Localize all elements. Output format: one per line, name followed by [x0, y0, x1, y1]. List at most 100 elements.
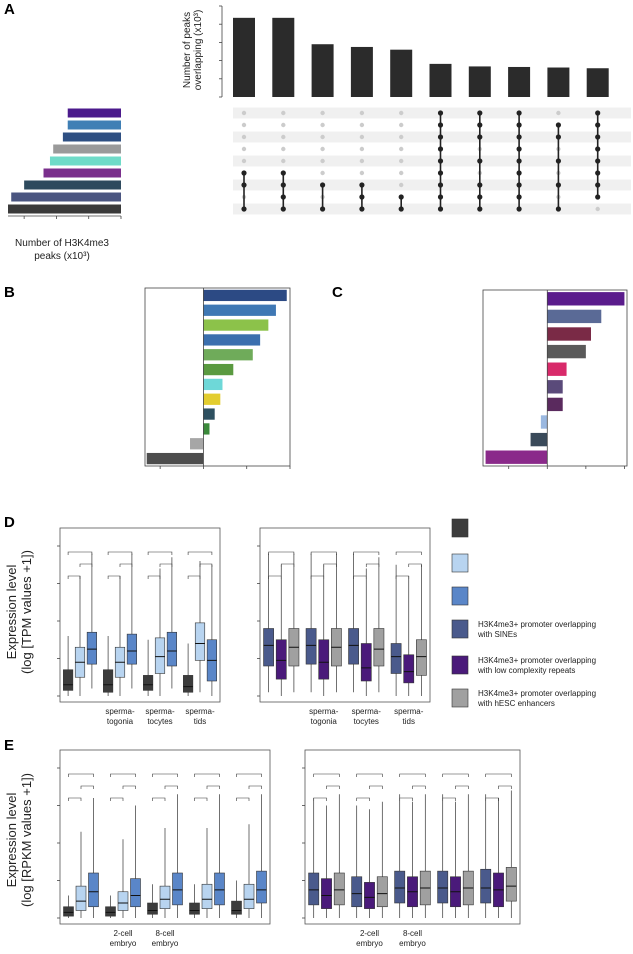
panelB-bar-cpg-shores — [203, 304, 276, 316]
panelD-box-ssc-0 — [63, 669, 74, 691]
panelE-box-2-cell-embryo-2 — [130, 878, 141, 908]
panelC-bar-trnas — [547, 362, 567, 376]
panelB-bar-exons — [203, 378, 223, 391]
panelE-y-axis-label: Expression level(log [RPKM values +1]) — [4, 773, 34, 907]
panelD-sig-bracket — [159, 563, 173, 567]
panelD-box-sperma-tids-2 — [416, 639, 427, 676]
panelD-box-ssc-0 — [263, 628, 274, 667]
panelD-group-label-line: sperma- — [309, 707, 339, 716]
a-matrix-dot-empty — [399, 122, 404, 128]
panelC-bar-satellite-repeats — [547, 327, 591, 341]
a-matrix-dot-empty — [241, 158, 247, 164]
a-matrix-row-band — [233, 107, 631, 119]
panelE-box-8-cell-embryo-0 — [147, 902, 158, 915]
a-matrix-dot-empty — [399, 158, 404, 164]
a-intersection-bar-5 — [390, 49, 413, 97]
a-matrix-dot-empty — [399, 170, 404, 176]
a-matrix-row-band — [233, 155, 631, 167]
panelE-box-2-cell-embryo-0 — [105, 906, 116, 917]
panelD-sig-bracket — [408, 563, 422, 567]
panelD-group-label: sperma-tocytes — [352, 707, 382, 726]
panelC-bar-dna-repeat-elements — [540, 415, 548, 429]
watermark: 知乎 @易基因科技 — [430, 925, 546, 942]
panelD-sig-bracket — [67, 551, 93, 555]
d-legend-swatch-1 — [451, 553, 469, 573]
panelB-frame — [144, 287, 291, 467]
panelE-group-label: 2-cell embryo — [110, 929, 137, 948]
panelE-box-zygote-1 — [75, 885, 87, 911]
panel-label-d: D — [4, 514, 15, 531]
panelE-box-hesc-0 — [480, 868, 492, 904]
panelB-bar-promoters — [203, 334, 261, 346]
panelD-sig-bracket — [353, 551, 380, 555]
panelE-box-2-cell-embryo-0 — [351, 876, 363, 908]
a-matrix-dot-empty — [241, 122, 247, 128]
a-matrix-dot-empty — [359, 122, 365, 128]
panelD-sig-bracket — [310, 551, 337, 555]
a-left-x-axis-label-line: Number of H3K4me3 — [15, 238, 109, 249]
panelD-sig-bracket — [280, 563, 295, 567]
panel-b-annotation-zscore — [144, 287, 291, 469]
d-legend-label-4: H3K4me3+ promoter overlapping with low co… — [477, 656, 596, 675]
d-legend-label-line: H3K4me3+ promoter overlapping — [478, 620, 596, 629]
panelD-box-sperma-tids-0 — [183, 675, 194, 693]
panelD-sig-bracket — [268, 551, 295, 555]
panelE-group-label-line: embryo — [399, 939, 426, 948]
a-top-y-axis-label-line: overlapping (x10³) — [193, 10, 204, 91]
d-legend-swatch-0 — [451, 518, 469, 538]
panelC-bar-sines — [547, 309, 602, 324]
a-set-size-bar-introns — [24, 180, 122, 190]
panelD-box-sperma-tocytes-1 — [154, 637, 166, 674]
panelE-sig-bracket — [206, 785, 220, 789]
panelE-sig-bracket — [152, 797, 166, 801]
a-matrix-dot-empty — [399, 110, 404, 116]
a-intersection-bar-8 — [508, 66, 531, 97]
panelB-bar-3-utrs — [203, 423, 210, 435]
a-set-size-bar-lines — [43, 168, 122, 178]
panelE-sig-bracket — [356, 797, 370, 801]
panelE-box-zygote-2 — [333, 872, 345, 906]
panelD-sig-bracket — [147, 575, 161, 579]
panelD-box-sperma-tocytes-1 — [360, 643, 372, 682]
a-matrix-dot-empty — [320, 158, 325, 164]
panelE-group-label-line: 2-cell — [113, 929, 132, 938]
panelE-sig-bracket — [356, 773, 383, 777]
panelC-frame — [482, 289, 628, 467]
d-legend-swatch-5 — [451, 688, 469, 708]
d-legend-label-line: with hESC enhancers — [477, 699, 555, 708]
panelD-sig-bracket — [147, 551, 173, 555]
panel-d-boxplots: sperma-togoniasperma-tocytessperma-tidss… — [4, 518, 596, 726]
a-set-size-bar-sines — [11, 192, 122, 202]
panelD-group-label-line: sperma- — [105, 707, 135, 716]
panelD-group-label-line: tocytes — [147, 717, 172, 726]
a-set-size-bar-promoters — [67, 120, 121, 130]
d-legend-swatch-4 — [451, 655, 469, 675]
panelE-sig-bracket — [313, 773, 340, 777]
panelD-box-sperma-tocytes-2 — [373, 628, 385, 667]
d-legend-swatch-3 — [451, 619, 469, 639]
panelD-box-sperma-tids-1 — [403, 654, 415, 684]
panelE-group-label: 8-cell embryo — [152, 929, 179, 948]
a-matrix-dot-empty — [281, 158, 286, 164]
panelD-group-label: sperma-togonia — [105, 707, 135, 726]
d-legend-label-3: H3K4me3+ promoter overlapping with SINEs — [477, 620, 596, 639]
a-matrix-dot-empty — [320, 134, 325, 140]
panelD-sig-bracket — [395, 551, 422, 555]
d-legend-label-line: with low complexity repeats — [477, 666, 575, 675]
a-matrix-dot-empty — [320, 170, 325, 176]
a-matrix-dot-empty — [241, 146, 247, 152]
panelE-sig-bracket — [248, 785, 262, 789]
panelE-box-8-cell-embryo-0 — [394, 870, 406, 904]
panelD-y-axis-label-line: Expression level — [4, 565, 19, 660]
panelD-right-frame — [259, 527, 431, 703]
panelE-sig-bracket — [152, 773, 178, 777]
panelE-sig-bracket — [442, 773, 469, 777]
a-intersection-bar-6 — [429, 63, 452, 97]
panelD-sig-bracket — [187, 575, 201, 579]
panelD-sig-bracket — [365, 563, 380, 567]
a-intersection-bar-2 — [272, 17, 295, 97]
panelE-sig-bracket — [485, 797, 499, 801]
d-legend-label-line: with SINEs — [477, 630, 517, 639]
panelE-group-label-line: 8-cell — [403, 929, 422, 938]
panelE-group-label-line: embryo — [152, 939, 179, 948]
